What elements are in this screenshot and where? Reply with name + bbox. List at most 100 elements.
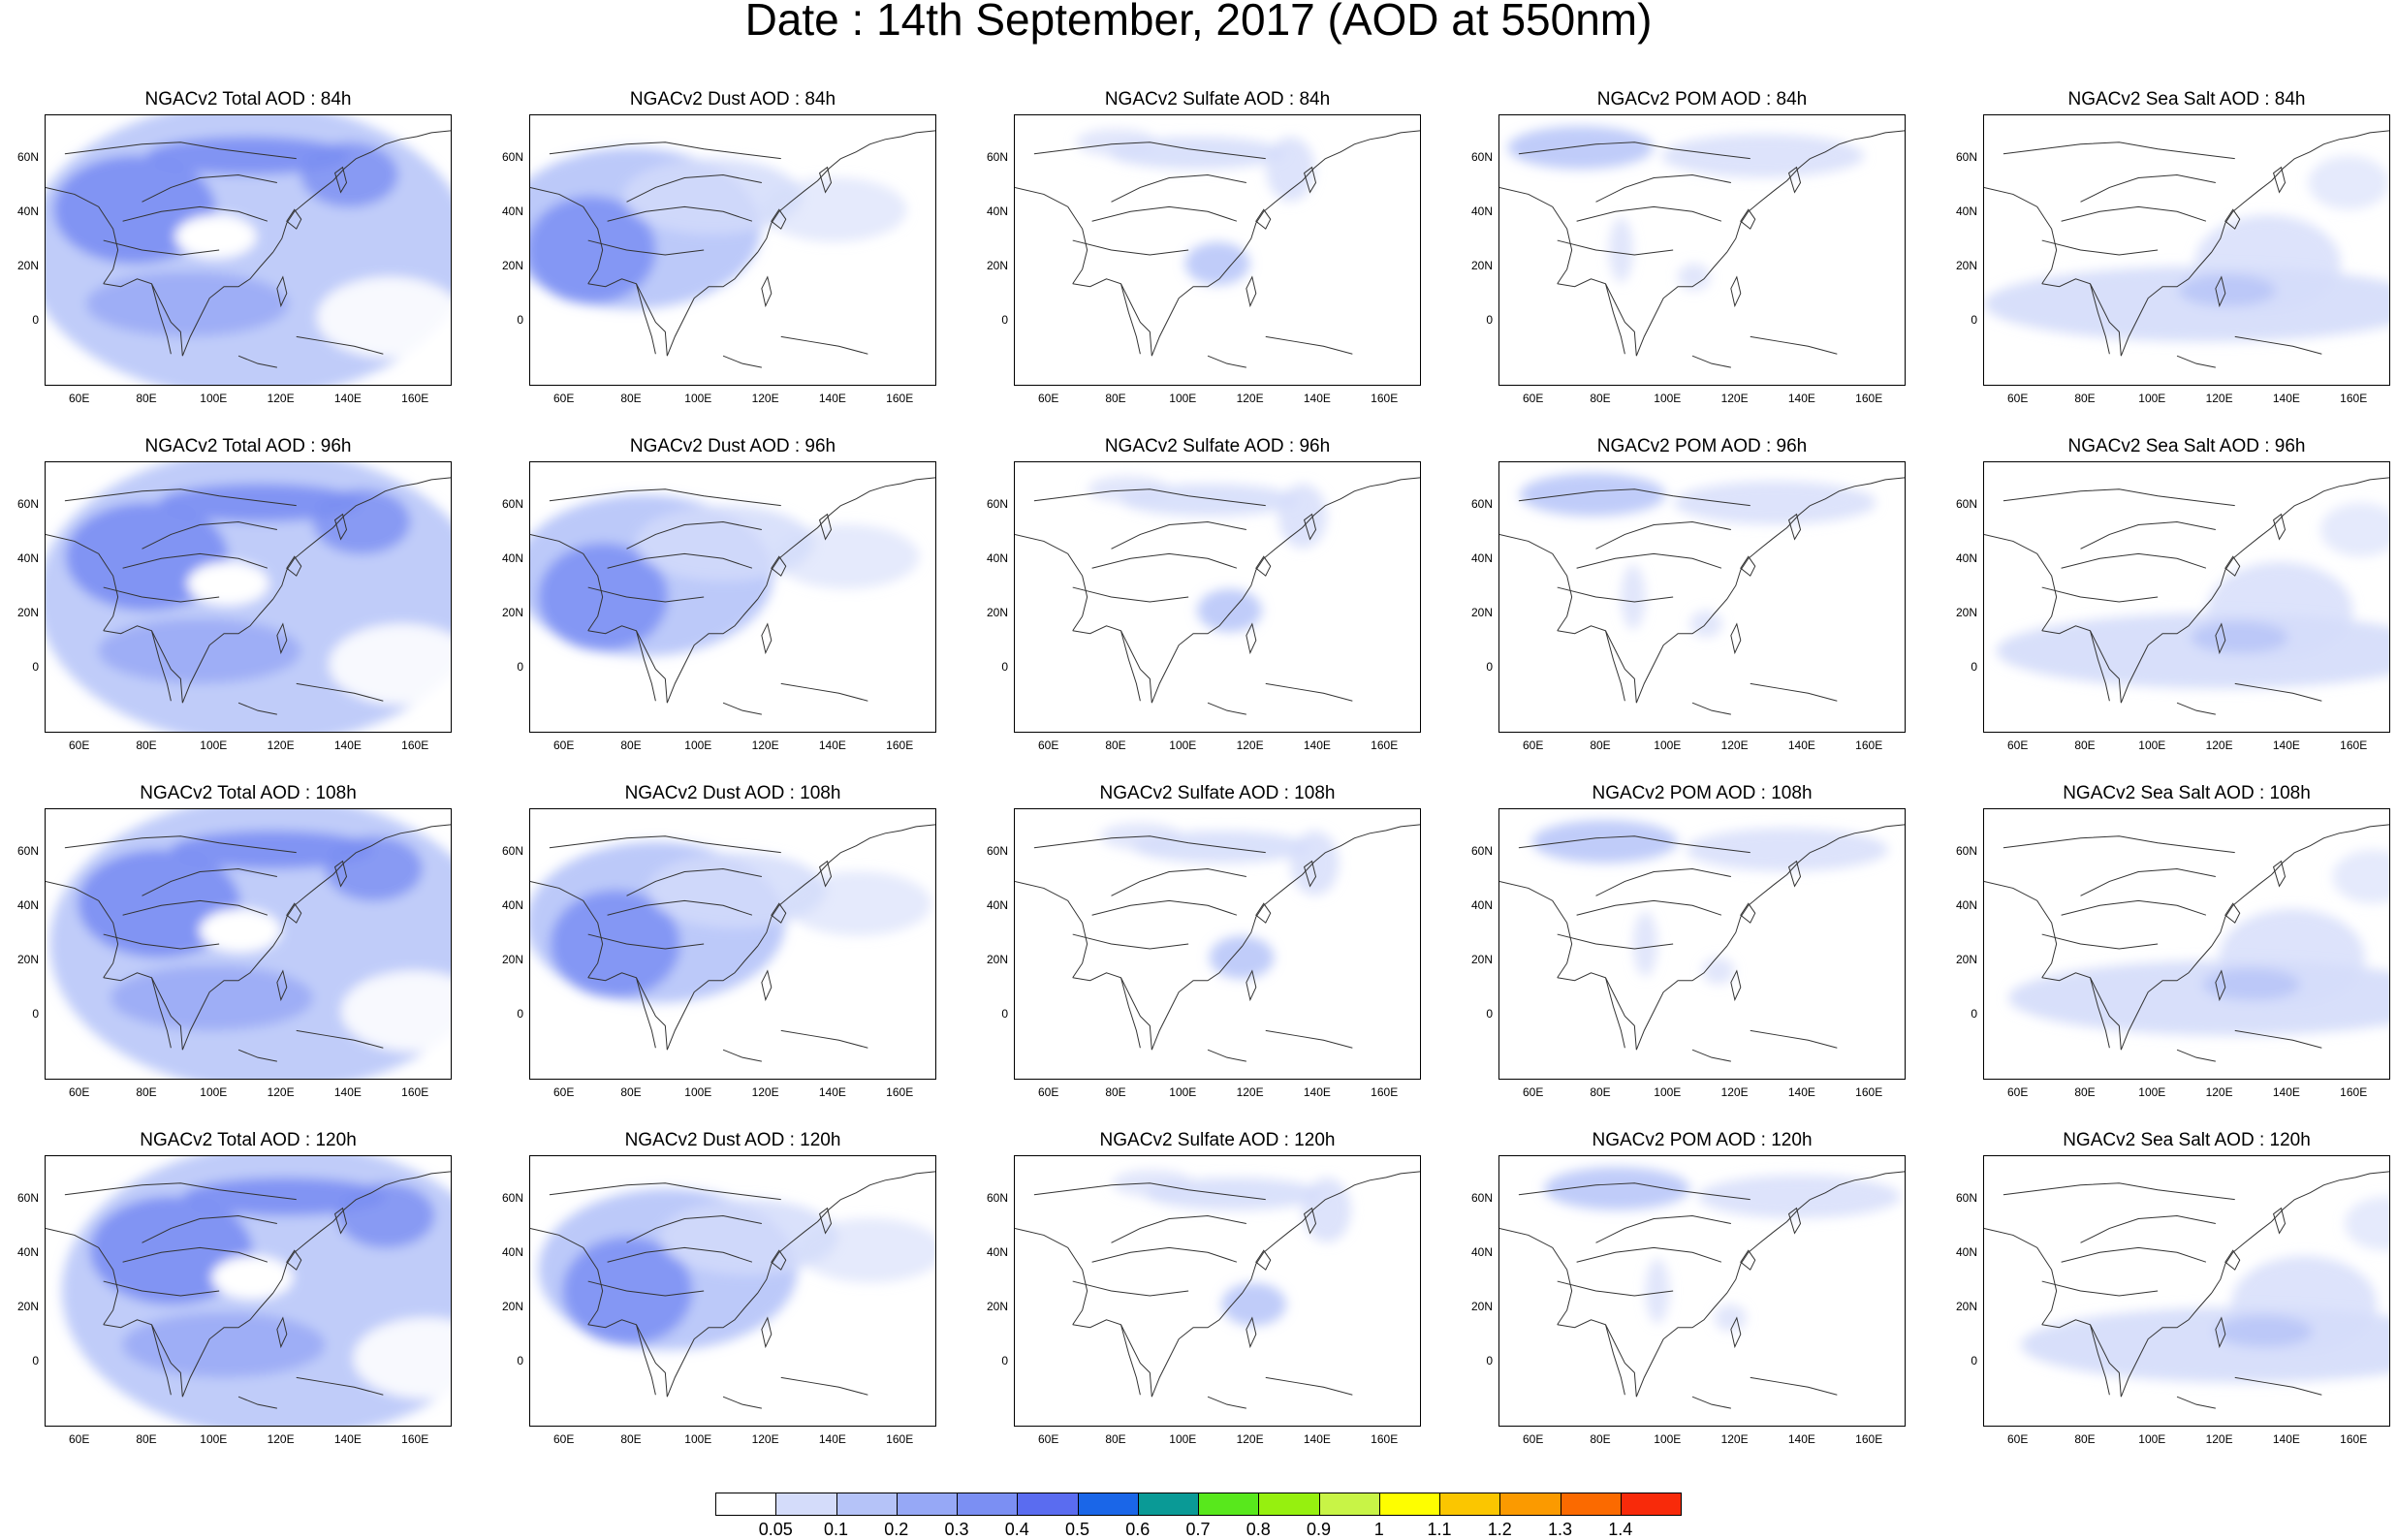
map-area: [1498, 808, 1906, 1080]
coastline: [2041, 972, 2122, 1051]
coastline: [1726, 852, 1811, 947]
lon-tick-label: 140E: [333, 1432, 362, 1446]
coastline: [1635, 1292, 1728, 1398]
coastline: [757, 505, 841, 600]
coastline: [1091, 552, 1238, 569]
coastline: [1557, 1319, 1637, 1398]
lat-tick-label: 20N: [16, 952, 39, 966]
aod-region: [2202, 968, 2301, 1001]
lon-tick-label: 80E: [136, 739, 157, 752]
map-area: [45, 1155, 452, 1427]
coastline: [1984, 1227, 2058, 1326]
coastline: [122, 899, 268, 916]
lat-tick-label: 60N: [16, 149, 39, 164]
lon-tick-label: 160E: [886, 392, 914, 405]
coastline: [1557, 239, 1674, 256]
aod-region: [1519, 473, 1666, 517]
colorbar-swatch: [1318, 1493, 1380, 1516]
lon-tick-label: 160E: [886, 1432, 914, 1446]
coastline: [587, 1319, 668, 1398]
map-panel: NGACv2 Dust AOD : 96h 60N 40N 20N 0 60E 80E 100…: [502, 436, 983, 766]
aod-region: [2319, 502, 2389, 557]
lat-tick-label: 0: [517, 659, 523, 674]
colorbar-swatch: [1620, 1493, 1682, 1516]
lat-tick-label: 60N: [986, 496, 1008, 511]
coastline: [103, 1280, 220, 1297]
coastline: [150, 1324, 172, 1396]
aod-region: [1184, 241, 1250, 286]
lat-tick-label: 0: [1486, 1353, 1493, 1367]
coastline: [2224, 902, 2241, 924]
lon-tick-label: 140E: [1787, 739, 1815, 752]
aod-region: [2345, 1196, 2389, 1251]
coastline: [607, 1246, 753, 1263]
lon-tick-label: 120E: [1236, 1085, 1264, 1099]
coastline: [722, 355, 762, 368]
colorbar-tick-label: 1.2: [1487, 1520, 1512, 1539]
colorbar-tick-label: 1: [1373, 1520, 1384, 1539]
coastline: [333, 860, 348, 888]
lat-tick-label: 40N: [16, 1244, 39, 1259]
coastline: [757, 158, 841, 253]
panel-title: NGACv2 Sea Salt AOD : 108h: [2063, 783, 2311, 803]
coastline: [1255, 208, 1272, 230]
lat-tick-label: 0: [517, 1353, 523, 1367]
aod-region: [538, 543, 669, 651]
aod-region: [329, 623, 451, 706]
coastline: [530, 1227, 604, 1326]
lon-tick-label: 140E: [2272, 392, 2300, 405]
coastline: [549, 488, 781, 507]
coastline: [1691, 355, 1731, 368]
lon-tick-label: 80E: [620, 1085, 642, 1099]
coastline: [1691, 1049, 1731, 1062]
coastline: [2061, 205, 2207, 222]
aod-field: [1499, 820, 1905, 1062]
lon-tick-label: 120E: [1720, 739, 1749, 752]
coastline: [1730, 275, 1742, 308]
coastline: [666, 251, 759, 357]
coastline: [2041, 1319, 2122, 1398]
lon-tick-label: 100E: [200, 392, 228, 405]
panel-title: NGACv2 Sulfate AOD : 108h: [1099, 783, 1336, 803]
lon-tick-label: 120E: [1236, 392, 1264, 405]
lon-tick-label: 160E: [401, 1085, 429, 1099]
aod-region: [1221, 1282, 1287, 1327]
coastline: [1072, 625, 1152, 704]
lat-tick-label: 0: [32, 659, 39, 674]
coastline: [1303, 1207, 1317, 1235]
coastline: [818, 166, 833, 194]
lon-tick-label: 120E: [267, 1085, 295, 1099]
coastline: [181, 1292, 274, 1398]
aod-region: [199, 908, 281, 953]
lon-tick-label: 120E: [2205, 1432, 2233, 1446]
coastline: [1015, 880, 1088, 979]
panel-title: NGACv2 Total AOD : 120h: [140, 1130, 357, 1150]
lon-tick-label: 120E: [267, 392, 295, 405]
coastline: [286, 208, 302, 230]
lon-tick-label: 60E: [69, 392, 90, 405]
coastline: [1255, 1249, 1272, 1271]
coastline: [333, 166, 348, 194]
coastline: [142, 174, 277, 203]
coastline: [237, 702, 277, 715]
aod-field: [530, 824, 935, 1062]
panel-title: NGACv2 Sulfate AOD : 96h: [1104, 436, 1331, 456]
lon-tick-label: 120E: [2205, 1085, 2233, 1099]
coastline: [2080, 868, 2216, 896]
aod-region: [1531, 820, 1678, 864]
coastline: [1120, 977, 1141, 1049]
lon-tick-label: 160E: [1371, 392, 1399, 405]
coastline: [1499, 186, 1573, 285]
coastline: [2272, 166, 2287, 194]
lat-tick-label: 20N: [501, 952, 523, 966]
aod-region: [550, 890, 680, 998]
coastline: [771, 208, 787, 230]
figure-title: Date : 14th September, 2017 (AOD at 550n…: [744, 0, 1653, 45]
coastline: [2211, 158, 2295, 253]
lon-tick-label: 100E: [200, 1432, 228, 1446]
coastline: [1604, 630, 1625, 702]
coastline: [1151, 1292, 1244, 1398]
map-panel: NGACv2 Total AOD : 84h 60N 40N 20N 0 60E 80E 10…: [17, 89, 498, 419]
map-area: [1014, 808, 1421, 1080]
coastline: [666, 945, 759, 1051]
